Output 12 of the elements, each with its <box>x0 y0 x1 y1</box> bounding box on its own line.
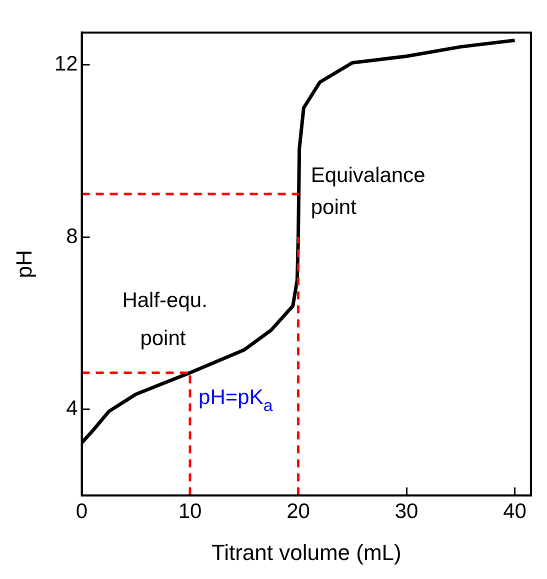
x-tick-label: 40 <box>503 500 526 523</box>
annotation: Half-equ. point <box>122 288 208 350</box>
y-tick-label: 8 <box>66 224 78 248</box>
annotation: Equivalance point <box>310 164 426 219</box>
x-tick-label: 0 <box>76 500 88 523</box>
x-tick-label: 10 <box>178 500 202 523</box>
x-tick-label: 20 <box>286 500 310 523</box>
x-tick-label: 30 <box>394 500 418 523</box>
y-tick-label: 12 <box>54 52 78 76</box>
x-axis-title: Titrant volume (mL) <box>211 540 402 565</box>
y-axis-title: pH <box>11 250 36 278</box>
y-tick-label: 4 <box>66 397 78 420</box>
